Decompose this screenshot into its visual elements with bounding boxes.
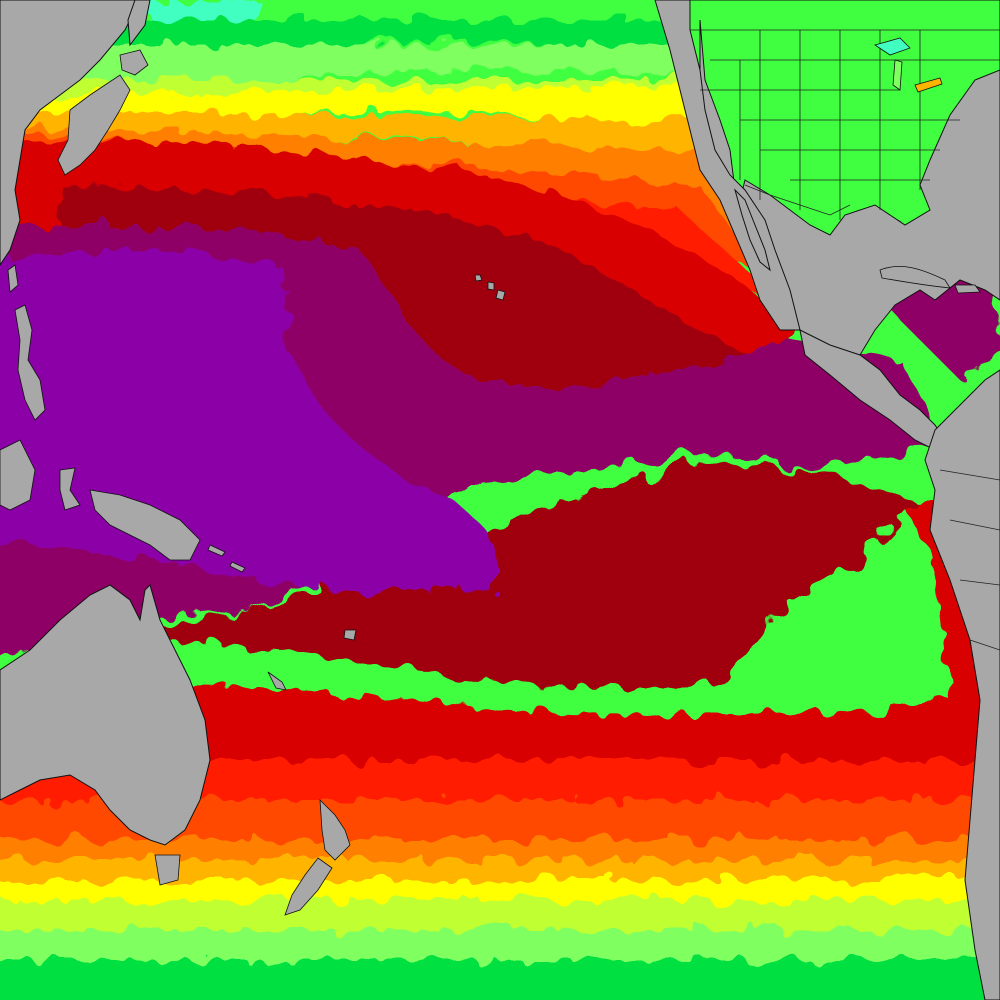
hawaii-islands — [474, 274, 506, 301]
us-mexico-border — [744, 184, 851, 216]
great-lakes — [874, 37, 943, 93]
hokkaido-island — [119, 49, 149, 76]
south-america-landmass — [924, 369, 1000, 1000]
sulawesi-island — [59, 467, 81, 511]
band-crimson — [0, 141, 1000, 760]
baja-california — [734, 188, 771, 272]
cuba-island — [879, 265, 951, 289]
new-zealand-south-island — [284, 857, 333, 916]
kamchatka-peninsula — [127, 0, 151, 47]
australia-landmass — [0, 584, 211, 846]
lake-erie — [914, 77, 943, 93]
taiwan-island — [7, 264, 19, 293]
new-guinea-island — [89, 489, 201, 561]
us-state-borders — [690, 29, 1000, 220]
south-america-borders — [939, 469, 1000, 651]
new-caledonia-island — [267, 671, 287, 691]
lake-michigan — [892, 59, 903, 91]
solomon-islands — [207, 544, 246, 573]
band-purple-bright — [0, 228, 920, 595]
fiji-islands — [343, 629, 357, 641]
tasmania-island — [154, 854, 181, 886]
political-borders — [690, 29, 1000, 651]
new-zealand-north-island — [319, 798, 351, 861]
lake-superior — [874, 37, 911, 56]
band-maroon — [60, 184, 915, 688]
hispaniola-island — [954, 284, 981, 294]
asia-landmass — [0, 0, 141, 266]
borneo-island — [0, 439, 36, 511]
philippines-islands — [14, 304, 46, 421]
japan-islands — [57, 74, 131, 176]
